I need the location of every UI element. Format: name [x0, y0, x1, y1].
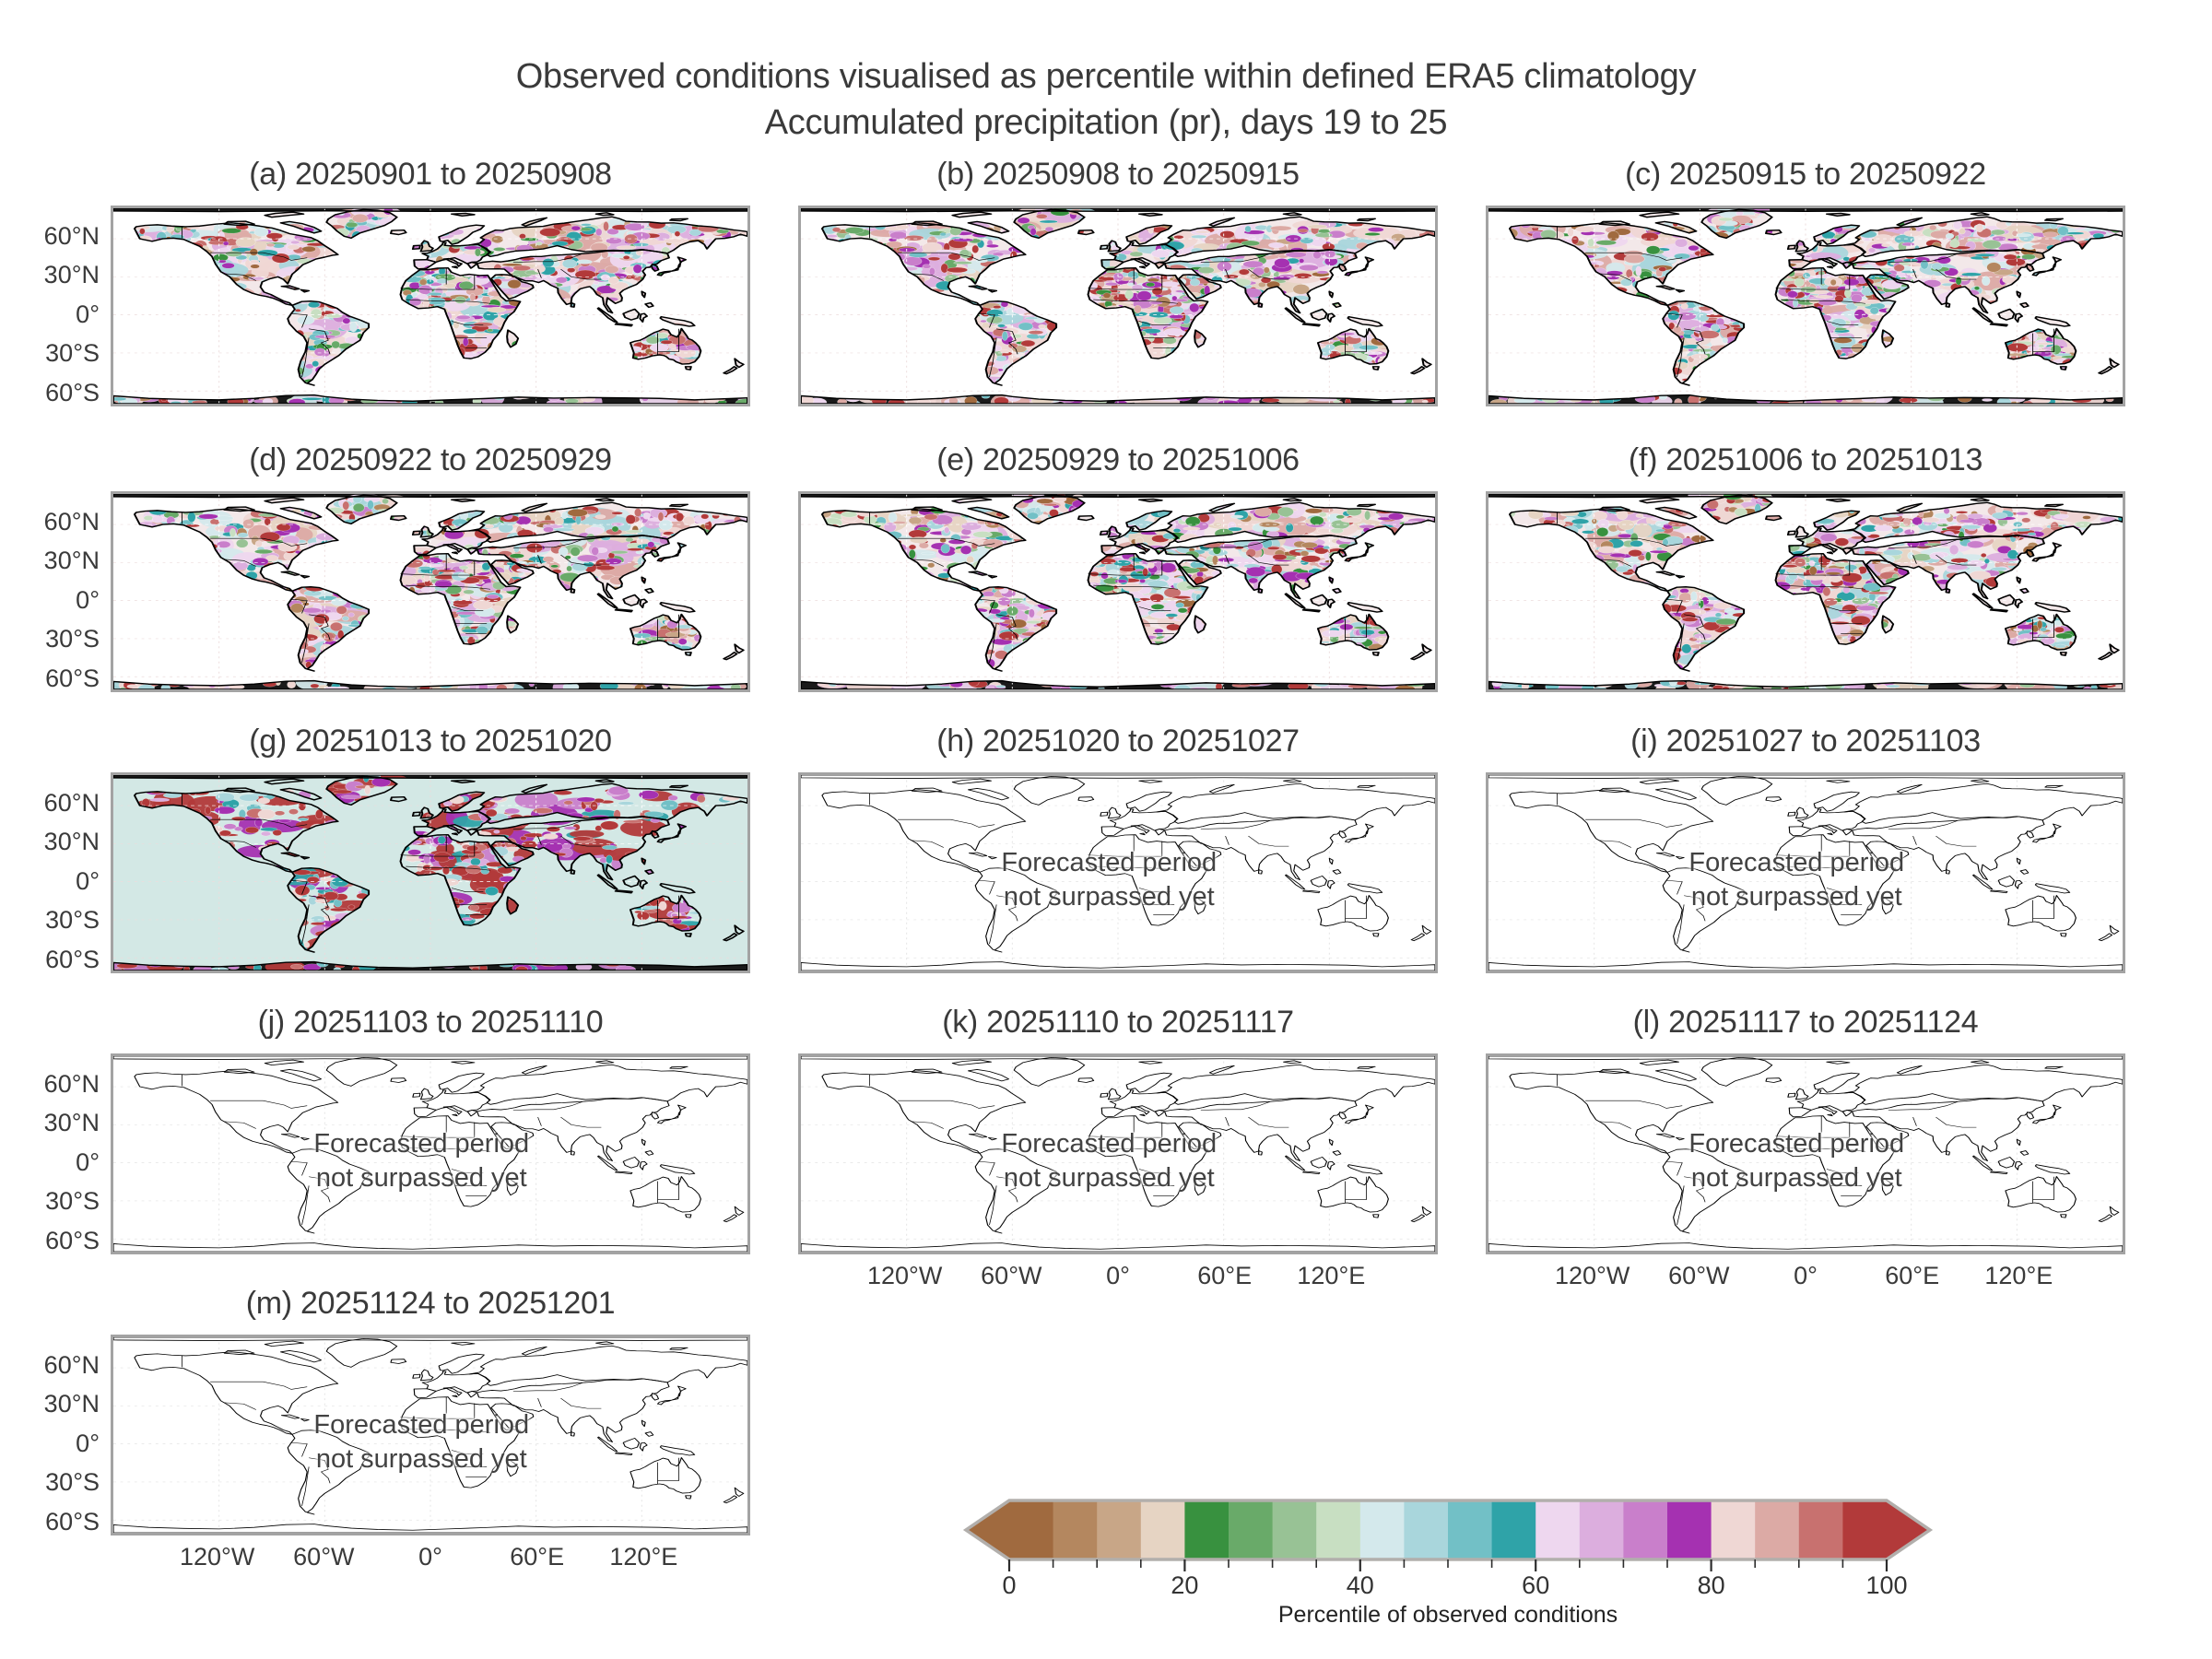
colorbar-tick-label: 0	[1002, 1571, 1016, 1599]
panel-title-d: (d) 20250922 to 20250929	[249, 442, 612, 477]
forecast-note-line2: not surpassed yet	[1003, 1163, 1215, 1193]
forecast-note-line1: Forecasted period	[1688, 848, 1905, 877]
panel-title-a: (a) 20250901 to 20250908	[249, 157, 612, 192]
lat-tick-label: 0°	[76, 1147, 100, 1176]
lon-tick-label: 120°W	[179, 1543, 255, 1571]
lat-tick-label: 30°S	[45, 906, 100, 935]
colorbar-label: Percentile of observed conditions	[1277, 1602, 1618, 1628]
lon-tick-label: 60°E	[1885, 1262, 1940, 1289]
lat-tick-label: 30°N	[43, 261, 100, 289]
panel-title-k: (k) 20251110 to 20251117	[942, 1005, 1294, 1040]
world-map	[111, 206, 750, 406]
lat-tick-label: 60°N	[43, 221, 100, 250]
colorbar-tick-label: 80	[1698, 1571, 1725, 1599]
world-map	[1486, 491, 2125, 692]
lon-tick-label: 120°W	[1554, 1262, 1630, 1289]
lat-tick-label: 60°S	[45, 664, 100, 692]
panel-title-c: (c) 20250915 to 20250922	[1625, 157, 1986, 192]
lat-tick-label: 60°S	[45, 1507, 100, 1535]
lon-tick-label: 60°W	[1668, 1262, 1730, 1289]
forecast-note-i: Forecasted period not surpassed yet	[1584, 846, 2008, 914]
world-map	[798, 772, 1438, 973]
lat-tick-label: 0°	[76, 585, 100, 614]
lat-tick-label: 30°N	[43, 828, 100, 856]
forecast-note-line1: Forecasted period	[313, 1129, 530, 1159]
world-map	[1486, 772, 2125, 973]
panel-title-e: (e) 20250929 to 20251006	[936, 442, 1300, 477]
world-map	[111, 491, 750, 692]
lon-tick-label: 60°W	[981, 1262, 1042, 1289]
forecast-note-line2: not surpassed yet	[1690, 1163, 1902, 1193]
lat-tick-label: 0°	[76, 866, 100, 895]
lat-tick-label: 60°N	[43, 788, 100, 817]
colorbar-tick-label: 100	[1865, 1571, 1907, 1599]
forecast-note-line2: not surpassed yet	[315, 1444, 527, 1474]
panel-title-m: (m) 20251124 to 20251201	[245, 1286, 616, 1321]
lon-tick-label: 120°W	[866, 1262, 943, 1289]
world-map	[1486, 206, 2125, 406]
lat-tick-label: 60°S	[45, 1226, 100, 1254]
colorbar-tick-label: 40	[1347, 1571, 1374, 1599]
forecast-note-h: Forecasted period not surpassed yet	[897, 846, 1321, 914]
panel-title-b: (b) 20250908 to 20250915	[936, 157, 1300, 192]
forecast-note-m: Forecasted period not surpassed yet	[209, 1408, 633, 1477]
world-map	[111, 772, 750, 973]
lon-tick-label: 120°E	[609, 1543, 678, 1571]
panel-title-g: (g) 20251013 to 20251020	[249, 724, 612, 759]
lat-tick-label: 60°S	[45, 945, 100, 973]
lat-tick-label: 30°S	[45, 1468, 100, 1497]
lat-tick-label: 60°N	[43, 1350, 100, 1379]
lat-tick-label: 0°	[76, 1429, 100, 1457]
panel-title-l: (l) 20251117 to 20251124	[1632, 1005, 1979, 1040]
lon-tick-label: 0°	[418, 1543, 442, 1571]
lat-tick-label: 30°S	[45, 339, 100, 368]
lat-tick-label: 0°	[76, 300, 100, 328]
colorbar-tick-label: 20	[1171, 1571, 1198, 1599]
lat-tick-label: 30°S	[45, 1187, 100, 1216]
world-map	[798, 1053, 1438, 1254]
lon-tick-label: 0°	[1106, 1262, 1130, 1289]
lat-tick-label: 30°N	[43, 1109, 100, 1137]
forecast-note-line2: not surpassed yet	[1003, 882, 1215, 912]
panel-title-i: (i) 20251027 to 20251103	[1630, 724, 1981, 759]
lat-tick-label: 30°S	[45, 625, 100, 653]
world-map	[1486, 1053, 2125, 1254]
forecast-note-l: Forecasted period not surpassed yet	[1584, 1127, 2008, 1195]
figure-subtitle: Accumulated precipitation (pr), days 19 …	[764, 103, 1448, 142]
forecast-note-line2: not surpassed yet	[1690, 882, 1902, 912]
forecast-note-j: Forecasted period not surpassed yet	[209, 1127, 633, 1195]
forecast-note-line1: Forecasted period	[1688, 1129, 1905, 1159]
lon-tick-label: 60°E	[1197, 1262, 1253, 1289]
figure-title: Observed conditions visualised as percen…	[515, 57, 1697, 96]
lat-tick-label: 60°N	[43, 1069, 100, 1098]
colorbar: 0 20 40 60 80 100	[962, 1499, 1934, 1599]
lon-tick-label: 60°W	[293, 1543, 355, 1571]
panel-title-h: (h) 20251020 to 20251027	[936, 724, 1300, 759]
lon-tick-label: 0°	[1794, 1262, 1818, 1289]
lat-tick-label: 30°N	[43, 547, 100, 575]
world-map	[111, 1053, 750, 1254]
lat-tick-label: 60°N	[43, 507, 100, 535]
lat-tick-label: 30°N	[43, 1390, 100, 1418]
lon-tick-label: 120°E	[1297, 1262, 1366, 1289]
world-map	[111, 1335, 750, 1535]
forecast-note-line1: Forecasted period	[313, 1410, 530, 1440]
panel-title-f: (f) 20251006 to 20251013	[1628, 442, 1983, 477]
lon-tick-label: 120°E	[1984, 1262, 2053, 1289]
forecast-note-line1: Forecasted period	[1001, 848, 1218, 877]
forecast-note-k: Forecasted period not surpassed yet	[897, 1127, 1321, 1195]
lat-tick-label: 60°S	[45, 378, 100, 406]
forecast-note-line2: not surpassed yet	[315, 1163, 527, 1193]
forecast-note-line1: Forecasted period	[1001, 1129, 1218, 1159]
world-map	[798, 206, 1438, 406]
colorbar-tick-label: 60	[1522, 1571, 1549, 1599]
world-map	[798, 491, 1438, 692]
lon-tick-label: 60°E	[510, 1543, 565, 1571]
panel-title-j: (j) 20251103 to 20251110	[257, 1005, 604, 1040]
